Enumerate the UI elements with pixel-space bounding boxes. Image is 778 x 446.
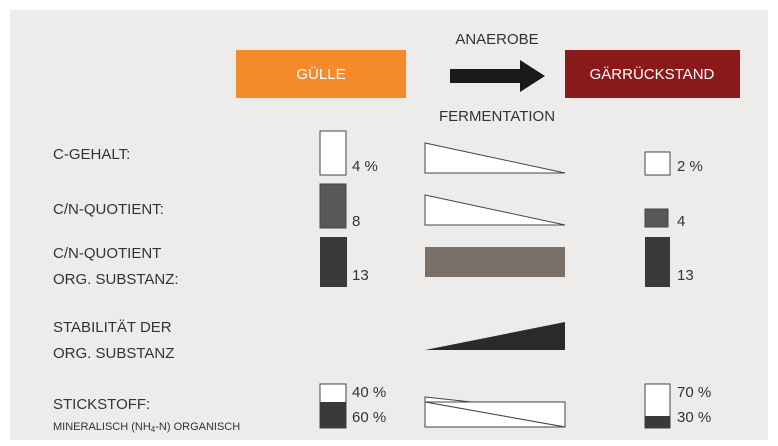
arrow — [450, 60, 545, 92]
wedge — [424, 142, 566, 174]
wedge — [424, 194, 566, 226]
value: 4 — [677, 213, 685, 230]
bar — [645, 237, 670, 287]
value: 4 % — [352, 158, 378, 175]
source-box — [236, 50, 406, 98]
bar — [319, 183, 347, 229]
sublabel-part: MINERALISCH (NH — [53, 421, 151, 433]
value: 30 % — [677, 409, 711, 426]
result-box — [565, 50, 740, 98]
bar — [319, 130, 347, 176]
sublabel-sub: 4 — [151, 425, 156, 434]
wedge — [424, 401, 566, 428]
row-label: STABILITÄT DER — [53, 319, 172, 336]
sublabel-part: -N) ORGANISCH — [155, 421, 240, 433]
wedge — [425, 322, 565, 350]
band — [425, 247, 565, 277]
row-label: ORG. SUBSTANZ: — [53, 271, 179, 288]
row-label: ORG. SUBSTANZ — [53, 345, 174, 362]
row-label: C/N-QUOTIENT — [53, 245, 161, 262]
value: 40 % — [352, 384, 386, 401]
value: 2 % — [677, 158, 703, 175]
bar — [644, 208, 669, 228]
value: 13 — [352, 267, 369, 284]
row-label: C/N-QUOTIENT: — [53, 201, 164, 218]
value: 70 % — [677, 384, 711, 401]
value: 60 % — [352, 409, 386, 426]
bar — [644, 151, 671, 176]
process-top: ANAEROBE — [455, 31, 538, 48]
value: 13 — [677, 267, 694, 284]
process-bottom: FERMENTATION — [439, 108, 555, 125]
result-label: GÄRRÜCKSTAND — [590, 65, 715, 83]
bar-part — [320, 402, 346, 428]
source-label: GÜLLE — [296, 65, 345, 83]
row-label: C-GEHALT: — [53, 146, 130, 163]
bar — [320, 237, 347, 287]
bar-part — [645, 416, 670, 428]
row-sublabel: MINERALISCH (NH4-N) ORGANISCH — [53, 421, 240, 434]
row-label: STICKSTOFF: — [53, 396, 150, 413]
value: 8 — [352, 213, 360, 230]
